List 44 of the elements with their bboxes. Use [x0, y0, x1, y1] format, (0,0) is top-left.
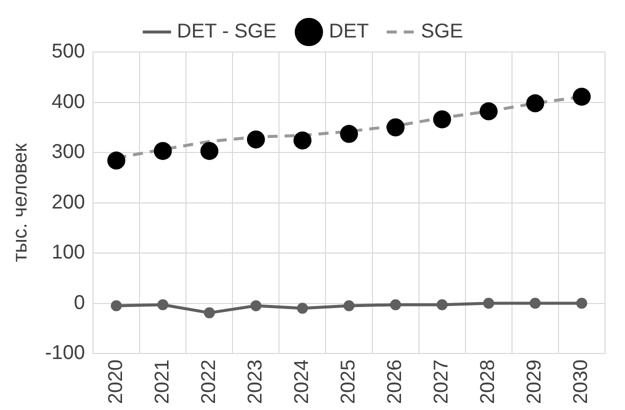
point — [390, 299, 402, 310]
x-tick-label: 2028 — [477, 360, 500, 404]
x-tick-label: 2026 — [384, 360, 406, 404]
x-tick-label: 2030 — [570, 360, 592, 404]
y-tick-label: 0 — [74, 292, 86, 314]
point — [296, 302, 308, 314]
point — [246, 130, 265, 148]
point — [293, 131, 312, 150]
point — [572, 88, 591, 106]
x-tick-label: 2025 — [338, 360, 360, 404]
point — [110, 300, 122, 312]
y-tick-label: 100 — [52, 242, 86, 264]
x-tick-label: 2020 — [104, 360, 127, 404]
point — [433, 110, 452, 128]
point — [157, 299, 168, 310]
legend-label: DET — [328, 20, 369, 43]
x-tick-label: 2027 — [430, 360, 453, 404]
point — [483, 298, 494, 309]
point — [200, 142, 218, 160]
point — [436, 299, 448, 310]
point — [340, 124, 358, 143]
y-axis-title: тыс. человек — [10, 143, 32, 262]
x-tick-label: 2022 — [198, 360, 220, 404]
point — [530, 298, 541, 309]
legend-label: SGE — [420, 20, 464, 43]
point — [526, 94, 544, 112]
x-tick-label: 2024 — [290, 360, 313, 404]
point — [576, 298, 588, 309]
y-tick-label: 500 — [52, 40, 86, 63]
point — [107, 152, 126, 170]
legend-label: DET - SGE — [176, 20, 277, 43]
x-tick-label: 2029 — [524, 360, 546, 404]
y-tick-label: 400 — [52, 90, 86, 113]
x-tick-label: 2021 — [151, 360, 174, 404]
y-tick-label: -100 — [45, 342, 86, 364]
point — [344, 300, 355, 312]
point — [204, 307, 215, 318]
point — [480, 102, 498, 120]
point — [154, 142, 172, 160]
x-tick-label: 2023 — [244, 360, 266, 404]
point — [250, 300, 262, 312]
point — [386, 118, 405, 136]
y-tick-label: 300 — [52, 141, 86, 164]
y-tick-label: 200 — [52, 191, 86, 214]
